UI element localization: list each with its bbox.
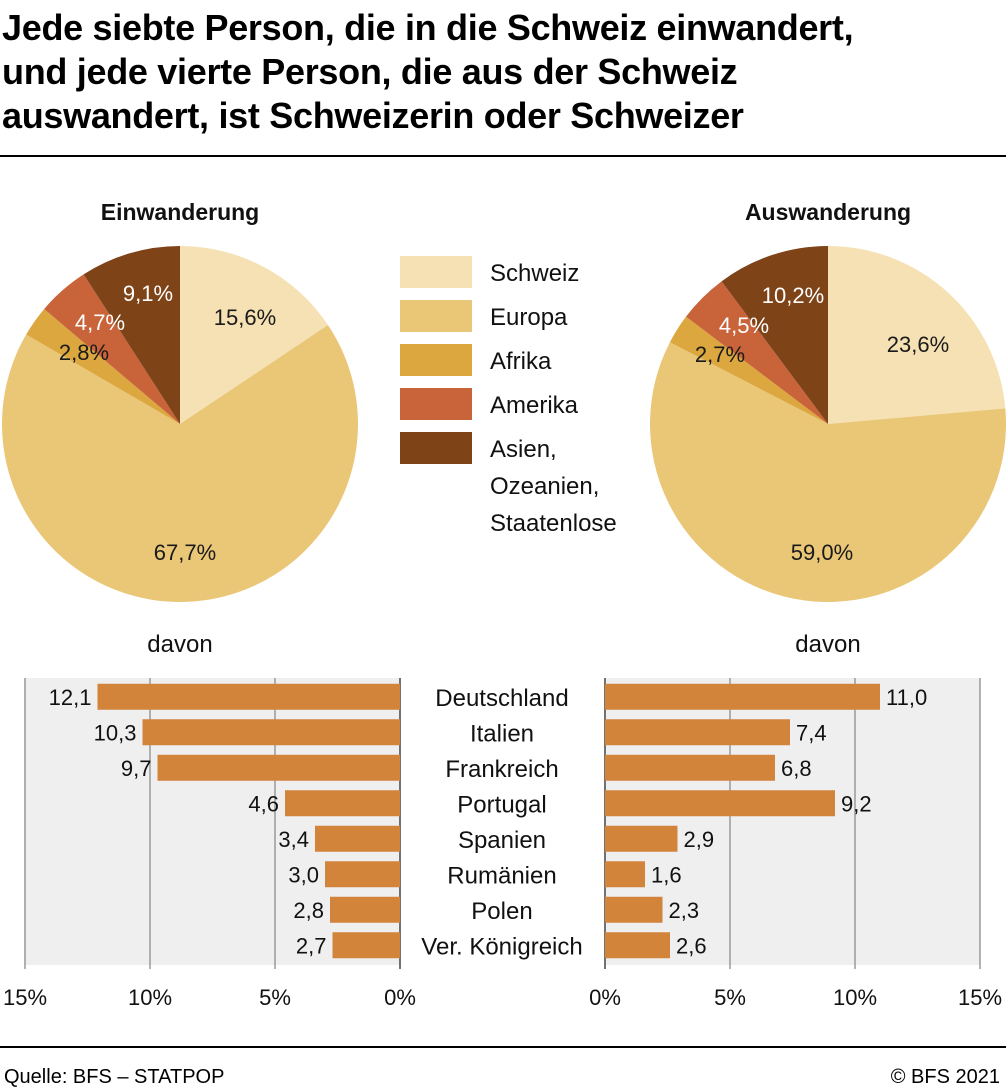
pie-title: Einwanderung	[101, 199, 259, 225]
bar	[332, 932, 400, 959]
pie-label-amerika: 4,7%	[75, 310, 125, 335]
pie-slice-afrika	[669, 316, 828, 424]
chart-canvas: Einwanderung 15,6% 67,7% 2,8% 4,7% 9,1% Auswan…	[2, 199, 1006, 1010]
bar-category-label: Frankreich	[445, 756, 558, 783]
bar-value-label: 10,3	[94, 720, 137, 745]
bar-category-label: Spanien	[458, 827, 546, 854]
legend-label-asien: Asien,	[490, 436, 557, 463]
title-line: und jede vierte Person, die aus der Schw…	[2, 51, 738, 92]
bar-category-label: Portugal	[457, 791, 546, 818]
bar	[605, 861, 645, 888]
bar	[157, 754, 400, 781]
bar	[315, 825, 400, 852]
pie-label-amerika: 4,5%	[719, 313, 769, 338]
pie-slice-asien	[721, 245, 828, 424]
pie-slice-schweiz	[180, 246, 328, 424]
bar	[285, 790, 400, 817]
legend-swatch-europa	[400, 300, 472, 332]
pie-label-afrika: 2,8%	[59, 340, 109, 365]
bar-value-label: 11,0	[886, 685, 927, 710]
bar-category-label: Rumänien	[447, 862, 556, 889]
bar-value-label: 3,0	[288, 862, 319, 887]
bar	[605, 719, 790, 746]
legend-label-schweiz: Schweiz	[490, 260, 579, 287]
bar-value-label: 2,6	[676, 933, 707, 958]
bottom-rule	[0, 1046, 1006, 1048]
source-note: Quelle: BFS – STATPOP	[4, 1066, 225, 1088]
bar-chart-subtitle: davon	[795, 631, 860, 658]
legend-label-afrika: Afrika	[490, 348, 552, 375]
bar	[605, 896, 663, 923]
bar-category-label: Polen	[471, 898, 532, 925]
legend-label-europa: Europa	[490, 304, 568, 331]
bar-category-label: Deutschland	[435, 685, 568, 712]
pie-label-afrika: 2,7%	[695, 342, 745, 367]
bar-axis-tick-label: 15%	[958, 985, 1002, 1010]
bar-value-label: 12,1	[49, 685, 92, 710]
bar-value-label: 9,7	[121, 756, 152, 781]
legend-swatch-schweiz	[400, 256, 472, 288]
bar	[605, 932, 670, 959]
bar-value-label: 6,8	[781, 756, 812, 781]
pie-label-schweiz: 15,6%	[214, 305, 276, 330]
bar	[605, 683, 880, 710]
bar	[325, 861, 400, 888]
bar-value-label: 7,4	[796, 720, 827, 745]
pie-title: Auswanderung	[745, 199, 911, 225]
bar-axis-tick-label: 10%	[128, 985, 172, 1010]
bar-value-label: 9,2	[841, 791, 872, 816]
bar-axis-tick-label: 15%	[3, 985, 47, 1010]
bar	[605, 754, 775, 781]
pie-slice-europa	[649, 342, 1006, 602]
legend-swatch-afrika	[400, 344, 472, 376]
bar	[97, 683, 400, 710]
copyright-note: © BFS 2021	[890, 1066, 1000, 1088]
chart-title: Jede siebte Person, die in die Schweiz e…	[2, 6, 1002, 138]
bar-value-label: 1,6	[651, 862, 682, 887]
bar-axis-tick-label: 10%	[833, 985, 877, 1010]
title-line: auswandert, ist Schweizerin oder Schweiz…	[2, 95, 744, 136]
pie-label-schweiz: 23,6%	[887, 332, 949, 357]
pie-slice-amerika	[44, 274, 180, 424]
bar	[330, 896, 400, 923]
pie-slice-schweiz	[828, 246, 1006, 424]
bar-value-label: 2,3	[669, 898, 700, 923]
pie-slice-amerika	[685, 281, 828, 424]
pie-label-asien: 10,2%	[762, 283, 824, 308]
bar-value-label: 3,4	[278, 827, 309, 852]
pie-label-europa: 67,7%	[154, 540, 216, 565]
pie-label-asien: 9,1%	[123, 281, 173, 306]
bar-axis-tick-label: 5%	[714, 985, 746, 1010]
pie-slice-europa	[2, 325, 359, 603]
bar-value-label: 2,9	[684, 827, 715, 852]
pie-slice-afrika	[26, 308, 180, 424]
bar-axis-tick-label: 5%	[259, 985, 291, 1010]
top-rule	[0, 155, 1006, 157]
legend-swatch-amerika	[400, 388, 472, 420]
legend-label-asien: Staatenlose	[490, 510, 617, 537]
bar-value-label: 4,6	[248, 791, 279, 816]
pie-label-europa: 59,0%	[791, 540, 853, 565]
bar-category-label: Ver. Königreich	[421, 933, 582, 960]
bar	[605, 790, 835, 817]
bar	[142, 719, 400, 746]
bar-value-label: 2,7	[296, 933, 327, 958]
legend-swatch-asien	[400, 432, 472, 464]
bar-value-label: 2,8	[293, 898, 324, 923]
title-line: Jede siebte Person, die in die Schweiz e…	[2, 7, 854, 48]
legend-label-asien: Ozeanien,	[490, 473, 599, 500]
pie-slice-asien	[83, 246, 180, 424]
bar-chart-subtitle: davon	[147, 631, 212, 658]
legend-label-amerika: Amerika	[490, 392, 579, 419]
bar-axis-tick-label: 0%	[384, 985, 416, 1010]
bar	[605, 825, 678, 852]
bar-axis-tick-label: 0%	[589, 985, 621, 1010]
bar-category-label: Italien	[470, 720, 534, 747]
